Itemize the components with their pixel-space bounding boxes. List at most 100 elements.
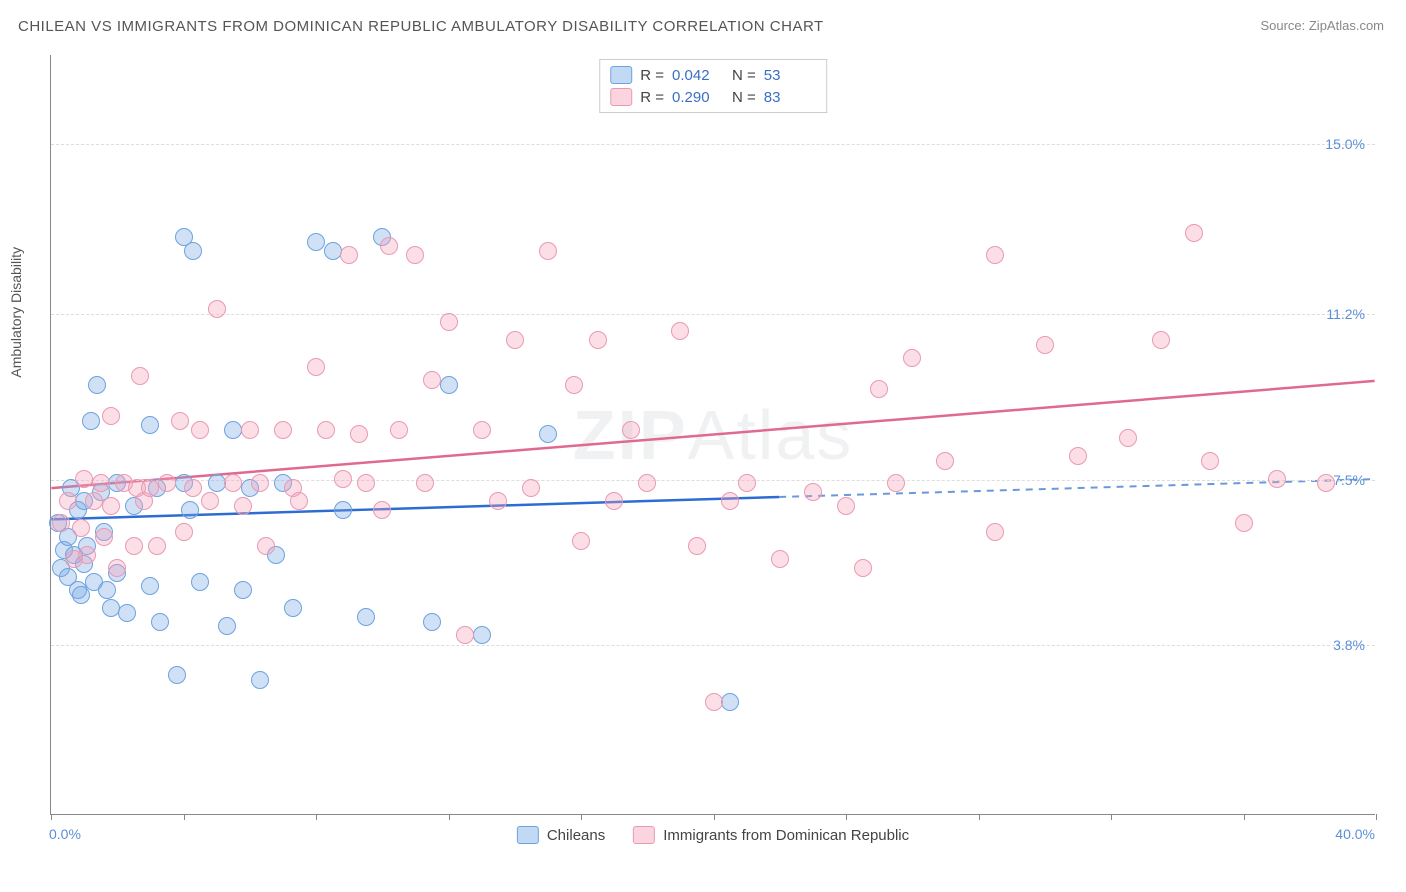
x-tick	[184, 814, 185, 820]
data-point	[373, 501, 391, 519]
n-label: N =	[732, 89, 756, 106]
data-point	[317, 421, 335, 439]
data-point	[125, 537, 143, 555]
data-point	[184, 242, 202, 260]
gridline	[51, 144, 1375, 145]
r-value: 0.290	[672, 89, 724, 106]
data-point	[1119, 429, 1137, 447]
data-point	[721, 492, 739, 510]
y-tick-label: 3.8%	[1333, 637, 1365, 653]
data-point	[108, 559, 126, 577]
data-point	[539, 242, 557, 260]
data-point	[738, 474, 756, 492]
data-point	[102, 497, 120, 515]
data-point	[837, 497, 855, 515]
data-point	[324, 242, 342, 260]
legend-swatch	[610, 88, 632, 106]
legend-swatch	[610, 66, 632, 84]
watermark-rest: Atlas	[688, 396, 854, 474]
legend-stat-row: R =0.290N =83	[610, 86, 816, 108]
data-point	[539, 425, 557, 443]
legend-label: Immigrants from Dominican Republic	[663, 827, 909, 844]
data-point	[473, 421, 491, 439]
data-point	[350, 425, 368, 443]
data-point	[390, 421, 408, 439]
data-point	[903, 349, 921, 367]
legend-item: Immigrants from Dominican Republic	[633, 826, 909, 844]
data-point	[102, 407, 120, 425]
data-point	[473, 626, 491, 644]
data-point	[131, 367, 149, 385]
plot-area: Ambulatory Disability ZIPAtlas R =0.042N…	[50, 55, 1375, 815]
data-point	[141, 479, 159, 497]
data-point	[158, 474, 176, 492]
data-point	[489, 492, 507, 510]
data-point	[406, 246, 424, 264]
data-point	[357, 474, 375, 492]
data-point	[59, 492, 77, 510]
data-point	[181, 501, 199, 519]
data-point	[936, 452, 954, 470]
data-point	[1069, 447, 1087, 465]
data-point	[168, 666, 186, 684]
x-tick	[1111, 814, 1112, 820]
data-point	[141, 416, 159, 434]
data-point	[307, 358, 325, 376]
data-point	[771, 550, 789, 568]
data-point	[705, 693, 723, 711]
legend-stat-row: R =0.042N =53	[610, 64, 816, 86]
data-point	[75, 470, 93, 488]
data-point	[102, 599, 120, 617]
data-point	[671, 322, 689, 340]
data-point	[357, 608, 375, 626]
n-value: 83	[764, 89, 816, 106]
data-point	[184, 479, 202, 497]
data-point	[440, 313, 458, 331]
data-point	[191, 573, 209, 591]
data-point	[290, 492, 308, 510]
x-axis-min-label: 0.0%	[49, 826, 81, 842]
data-point	[522, 479, 540, 497]
data-point	[1152, 331, 1170, 349]
data-point	[88, 376, 106, 394]
x-tick	[581, 814, 582, 820]
data-point	[118, 604, 136, 622]
data-point	[688, 537, 706, 555]
data-point	[986, 246, 1004, 264]
source-label: Source: ZipAtlas.com	[1260, 18, 1384, 33]
data-point	[1317, 474, 1335, 492]
data-point	[234, 581, 252, 599]
data-point	[218, 617, 236, 635]
data-point	[224, 474, 242, 492]
data-point	[92, 474, 110, 492]
r-label: R =	[640, 67, 664, 84]
data-point	[334, 470, 352, 488]
y-axis-title: Ambulatory Disability	[8, 246, 24, 377]
data-point	[854, 559, 872, 577]
data-point	[721, 693, 739, 711]
data-point	[72, 586, 90, 604]
n-label: N =	[732, 67, 756, 84]
data-point	[251, 671, 269, 689]
legend-series: ChileansImmigrants from Dominican Republ…	[517, 826, 909, 844]
data-point	[224, 421, 242, 439]
data-point	[804, 483, 822, 501]
data-point	[72, 519, 90, 537]
x-axis-max-label: 40.0%	[1335, 826, 1375, 842]
data-point	[1036, 336, 1054, 354]
data-point	[82, 412, 100, 430]
data-point	[257, 537, 275, 555]
gridline	[51, 314, 1375, 315]
data-point	[85, 492, 103, 510]
data-point	[148, 537, 166, 555]
legend-correlation: R =0.042N =53R =0.290N =83	[599, 59, 827, 113]
data-point	[622, 421, 640, 439]
x-tick	[449, 814, 450, 820]
data-point	[605, 492, 623, 510]
data-point	[208, 300, 226, 318]
data-point	[1185, 224, 1203, 242]
watermark: ZIPAtlas	[573, 395, 854, 475]
n-value: 53	[764, 67, 816, 84]
data-point	[986, 523, 1004, 541]
x-tick	[714, 814, 715, 820]
